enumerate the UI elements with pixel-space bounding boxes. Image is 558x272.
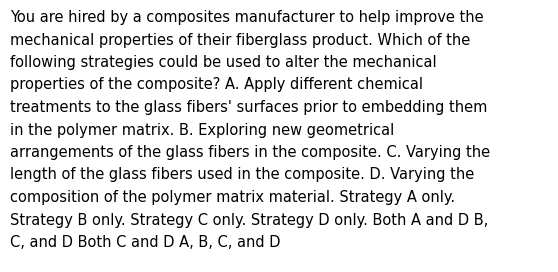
Text: mechanical properties of their fiberglass product. Which of the: mechanical properties of their fiberglas… (10, 32, 470, 48)
Text: in the polymer matrix. B. Exploring new geometrical: in the polymer matrix. B. Exploring new … (10, 122, 395, 138)
Text: length of the glass fibers used in the composite. D. Varying the: length of the glass fibers used in the c… (10, 168, 474, 183)
Text: properties of the composite? A. Apply different chemical: properties of the composite? A. Apply di… (10, 78, 423, 92)
Text: arrangements of the glass fibers in the composite. C. Varying the: arrangements of the glass fibers in the … (10, 145, 490, 160)
Text: composition of the polymer matrix material. Strategy A only.: composition of the polymer matrix materi… (10, 190, 455, 205)
Text: C, and D Both C and D A, B, C, and D: C, and D Both C and D A, B, C, and D (10, 235, 281, 250)
Text: Strategy B only. Strategy C only. Strategy D only. Both A and D B,: Strategy B only. Strategy C only. Strate… (10, 212, 488, 227)
Text: treatments to the glass fibers' surfaces prior to embedding them: treatments to the glass fibers' surfaces… (10, 100, 487, 115)
Text: You are hired by a composites manufacturer to help improve the: You are hired by a composites manufactur… (10, 10, 484, 25)
Text: following strategies could be used to alter the mechanical: following strategies could be used to al… (10, 55, 436, 70)
